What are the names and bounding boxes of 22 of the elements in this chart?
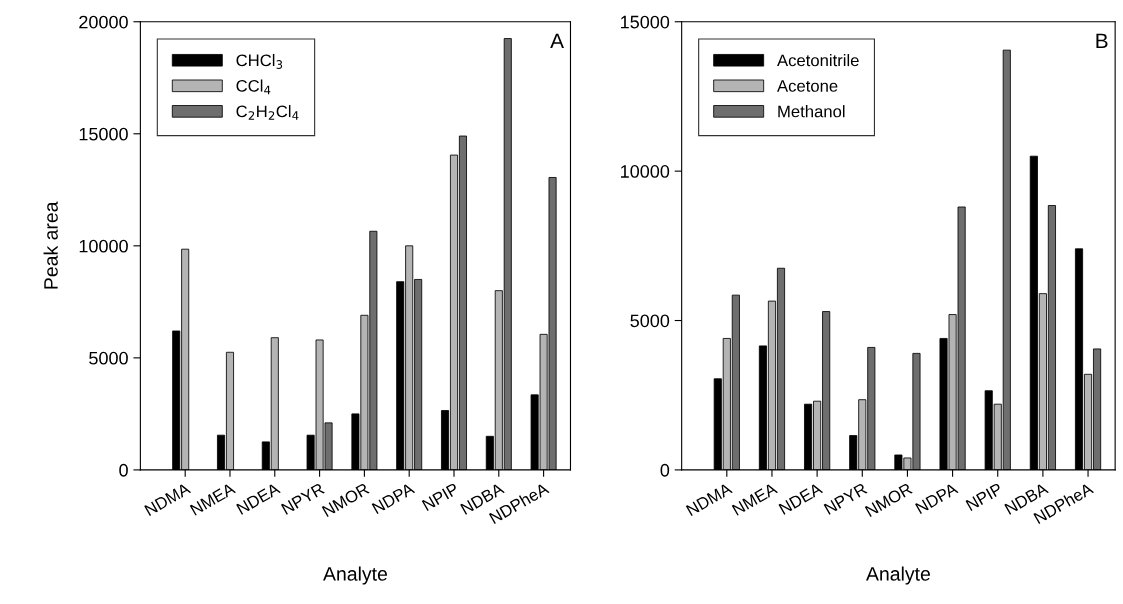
y-tick-label: 5000 [89,351,128,365]
x-axis-title: Analyte [866,566,930,585]
y-tick-label: 10000 [621,165,670,178]
y-tick-label: 0 [119,463,128,477]
y-tick-label: 5000 [630,314,670,328]
y-tick-label: 10000 [79,239,128,253]
y-tick-label: 0 [660,463,670,477]
y-tick-label: 15000 [79,127,128,141]
legend-label: Acetone [777,80,838,92]
legend-label: CHCl$_{3}$ [236,53,283,69]
x-axis-title: Analyte [323,566,387,585]
x-tick-label: NPIP [421,482,460,511]
x-tick-label: NPIP [965,482,1004,511]
legend-label: Acetonitrile [777,54,859,67]
y-axis-title: Peak area [43,201,58,289]
legend-label: Methanol [778,105,845,118]
annotation: A [550,33,564,49]
y-tick-label: 15000 [621,15,670,29]
annotation: B [1096,33,1108,49]
legend-label: CCl$_{4}$ [236,79,271,95]
y-tick-label: 20000 [79,15,128,29]
legend-label: C$_{2}$H$_{2}$Cl$_{4}$ [236,105,299,120]
